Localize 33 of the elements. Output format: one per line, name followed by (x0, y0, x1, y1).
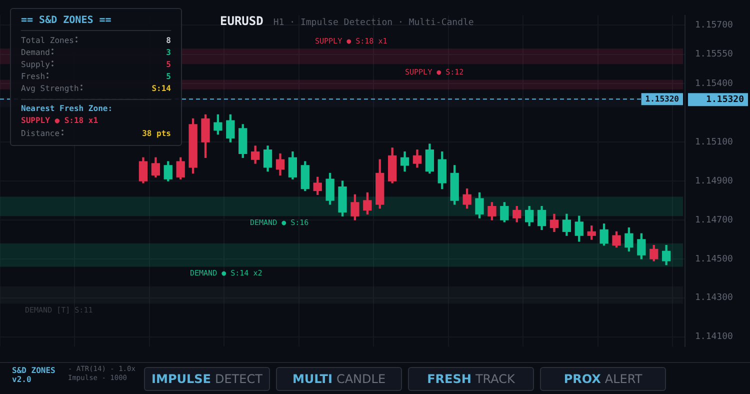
category-label: Fresh (21, 72, 46, 81)
y-tick-label: 1.14500 (695, 254, 733, 264)
category-label: Supply (21, 60, 50, 69)
category-label: Demand (21, 48, 50, 57)
category-label: FRESH TRACK (427, 372, 515, 386)
text: 8 (166, 36, 171, 45)
category-label: IMPULSE DETECT (152, 372, 262, 386)
category-label: Avg Strength (21, 84, 79, 93)
category-label: Distance (21, 129, 60, 138)
y-tick-label: 1.15550 (695, 50, 733, 60)
text: 5 (166, 60, 171, 69)
y-tick-label: 1.14300 (695, 293, 733, 304)
category-label: PROX ALERT (564, 372, 642, 386)
text: S&D ZONES v2.0 (12, 366, 56, 384)
chart-subtitle: H1 · Impulse Detection · Multi-Candle (273, 18, 474, 28)
y-tick-label: 1.14700 (695, 215, 733, 226)
category-label: Total Zones (21, 36, 74, 45)
y-tick-label: 1.14900 (695, 176, 733, 186)
text: 38 pts (142, 129, 171, 138)
text: == S&D ZONES == (21, 15, 171, 31)
annotation: SUPPLY ● S:18 x1 (21, 116, 100, 127)
category-label: MULTI CANDLE (292, 372, 386, 386)
y-tick-label: 1.15100 (695, 137, 733, 148)
y-tick-label: 1.14100 (695, 332, 733, 342)
text: 5 (166, 72, 171, 81)
y-tick-label: 1.15400 (695, 78, 733, 89)
chart-title: EURUSD (220, 14, 264, 28)
annotation: Nearest Fresh Zone: (21, 104, 114, 115)
ref-line-label: 1.15320 (645, 94, 680, 104)
text: 3 (166, 48, 171, 57)
text: S:14 (152, 84, 171, 93)
text: 1.15320 (706, 95, 744, 106)
y-tick-label: 1.15700 (695, 20, 733, 30)
